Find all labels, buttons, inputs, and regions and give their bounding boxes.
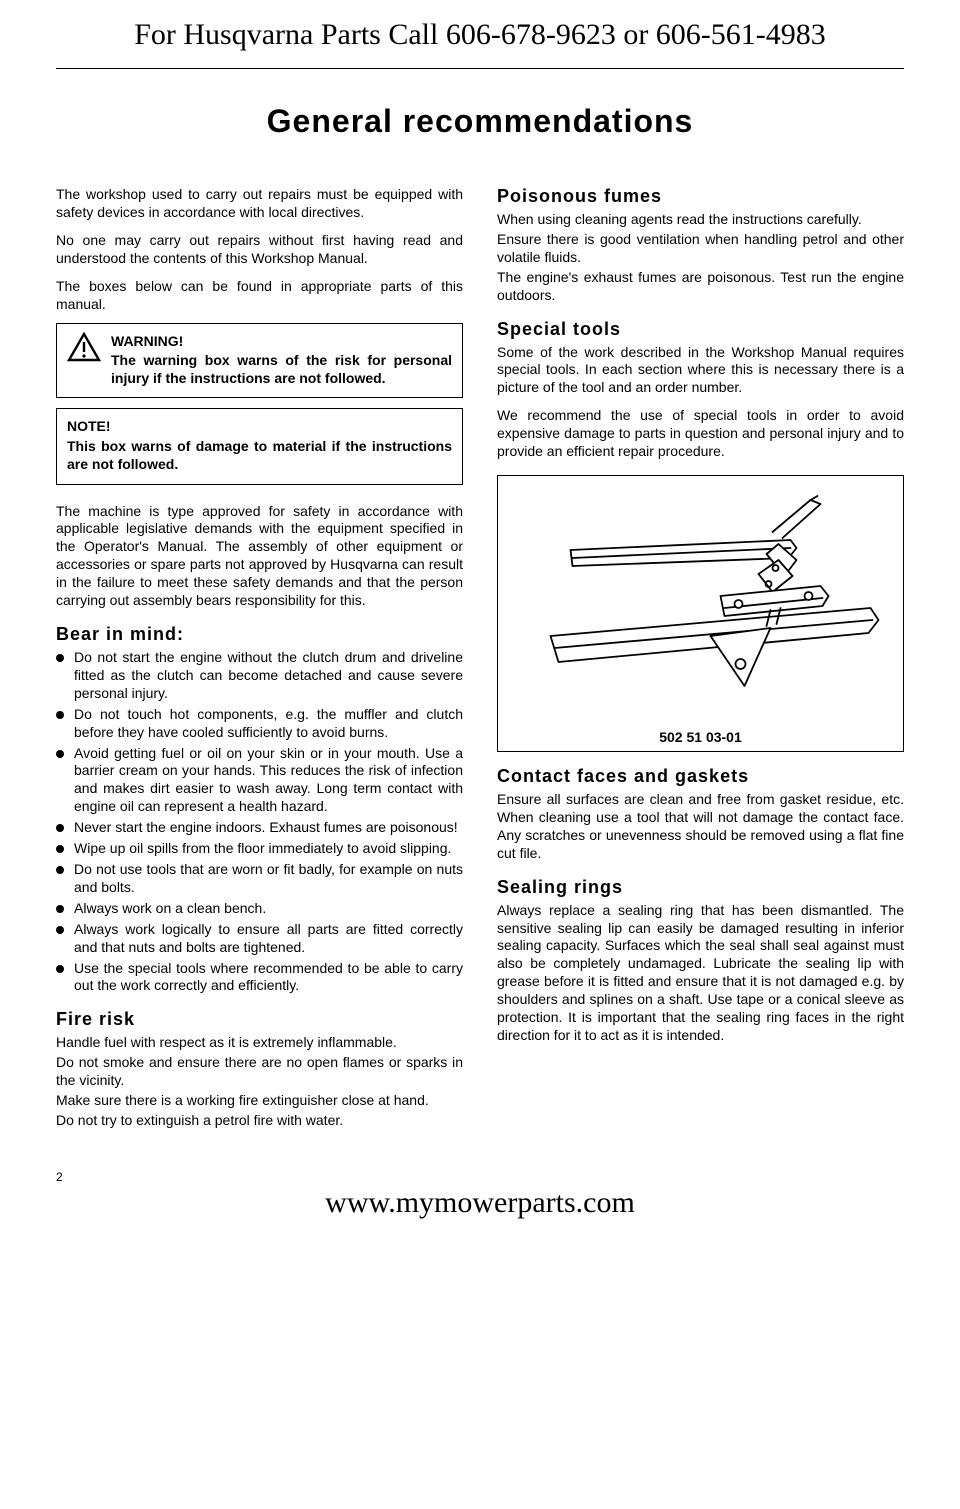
contact-para-1: Ensure all surfaces are clean and free f… (497, 791, 904, 863)
fire-para-3: Make sure there is a working fire exting… (56, 1092, 463, 1110)
list-item: Never start the engine indoors. Exhaust … (56, 819, 463, 837)
right-column: Poisonous fumes When using cleaning agen… (497, 186, 904, 1140)
left-column: The workshop used to carry out repairs m… (56, 186, 463, 1140)
bear-in-mind-heading: Bear in mind: (56, 624, 463, 645)
warning-body: The warning box warns of the risk for pe… (111, 351, 452, 387)
warning-text-block: WARNING! The warning box warns of the ri… (111, 332, 452, 387)
intro-para-2: No one may carry out repairs without fir… (56, 232, 463, 268)
list-item: Wipe up oil spills from the floor immedi… (56, 840, 463, 858)
tools-para-1: Some of the work described in the Worksh… (497, 344, 904, 398)
list-item: Avoid getting fuel or oil on your skin o… (56, 745, 463, 817)
warning-box: WARNING! The warning box warns of the ri… (56, 323, 463, 398)
contact-faces-heading: Contact faces and gaskets (497, 766, 904, 787)
note-box: NOTE! This box warns of damage to materi… (56, 408, 463, 485)
warning-label: WARNING! (111, 332, 452, 350)
note-label: NOTE! (67, 417, 452, 435)
intro-para-1: The workshop used to carry out repairs m… (56, 186, 463, 222)
fire-para-2: Do not smoke and ensure there are no ope… (56, 1054, 463, 1090)
page-title: General recommendations (56, 103, 904, 140)
special-tools-heading: Special tools (497, 319, 904, 340)
fire-risk-paragraphs: Handle fuel with respect as it is extrem… (56, 1034, 463, 1130)
fire-para-4: Do not try to extinguish a petrol fire w… (56, 1112, 463, 1130)
header-call-line: For Husqvarna Parts Call 606-678-9623 or… (56, 18, 904, 52)
list-item: Always work on a clean bench. (56, 900, 463, 918)
poisonous-fumes-paragraphs: When using cleaning agents read the inst… (497, 211, 904, 305)
poison-para-2: Ensure there is good ventilation when ha… (497, 231, 904, 267)
note-body: This box warns of damage to material if … (67, 438, 452, 472)
tools-para-2: We recommend the use of special tools in… (497, 407, 904, 461)
intro-para-3: The boxes below can be found in appropri… (56, 278, 463, 314)
list-item: Do not start the engine without the clut… (56, 649, 463, 703)
poison-para-1: When using cleaning agents read the inst… (497, 211, 904, 229)
list-item: Always work logically to ensure all part… (56, 921, 463, 957)
warning-triangle-icon (67, 332, 101, 387)
content-columns: The workshop used to carry out repairs m… (56, 186, 904, 1140)
list-item: Use the special tools where recommended … (56, 960, 463, 996)
figure-caption: 502 51 03-01 (508, 729, 893, 745)
bear-in-mind-list: Do not start the engine without the clut… (56, 649, 463, 995)
footer-url: www.mymowerparts.com (56, 1186, 904, 1220)
fire-risk-heading: Fire risk (56, 1009, 463, 1030)
sealing-rings-heading: Sealing rings (497, 877, 904, 898)
fire-para-1: Handle fuel with respect as it is extrem… (56, 1034, 463, 1052)
tool-figure-box: 502 51 03-01 (497, 475, 904, 752)
tool-illustration-icon (508, 488, 893, 718)
sealing-para-1: Always replace a sealing ring that has b… (497, 902, 904, 1045)
list-item: Do not touch hot components, e.g. the mu… (56, 706, 463, 742)
list-item: Do not use tools that are worn or fit ba… (56, 861, 463, 897)
approval-para: The machine is type approved for safety … (56, 503, 463, 610)
page-number: 2 (56, 1170, 904, 1184)
poisonous-fumes-heading: Poisonous fumes (497, 186, 904, 207)
header-rule (56, 68, 904, 69)
poison-para-3: The engine's exhaust fumes are poisonous… (497, 269, 904, 305)
